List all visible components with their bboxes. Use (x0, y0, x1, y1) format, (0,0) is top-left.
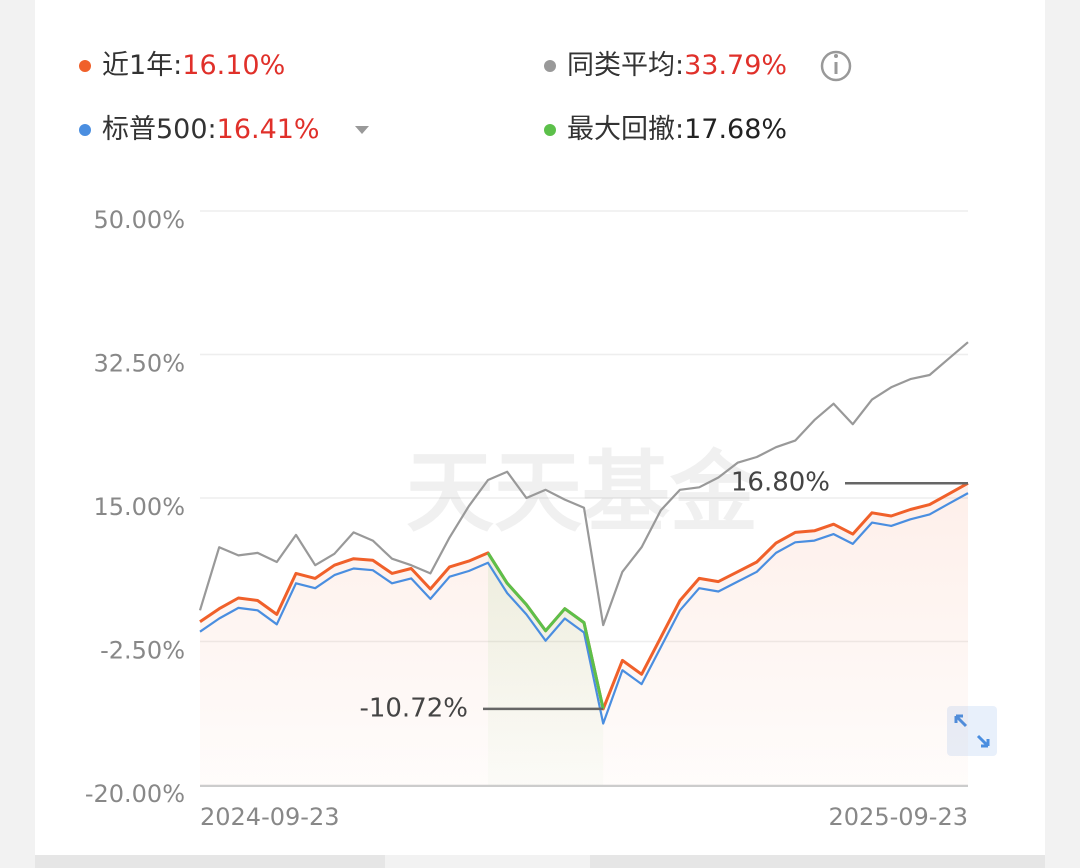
legend-name: 标普500: (102, 114, 217, 145)
legend-entry: 同类平均:33.79% (567, 50, 787, 81)
legend-dot (544, 124, 556, 136)
legend-value: 33.79% (684, 50, 787, 81)
watermark: 天天基金 (406, 440, 759, 544)
x-tick-label: 2025-09-23 (829, 803, 968, 831)
legend-dot (544, 60, 556, 72)
info-icon[interactable] (820, 50, 852, 82)
legend-entry: 最大回撤:17.68% (567, 114, 787, 145)
dropdown-arrow[interactable] (355, 126, 369, 134)
legend-dot (79, 60, 91, 72)
footer-block (590, 855, 1045, 868)
y-tick-label: 50.00% (93, 206, 185, 234)
line (486, 552, 605, 710)
legend-value: 16.10% (182, 50, 285, 81)
legend: 同类平均:33.79% 标普500:16.41% 近1年:16.10% 最大回撤:17… (79, 50, 787, 145)
footer-block (35, 855, 385, 868)
line (199, 492, 969, 725)
y-tick-label: -20.00% (85, 780, 185, 808)
x-tick-label: 2024-09-23 (200, 803, 339, 831)
legend-entry: 近1年:16.10% (102, 50, 285, 81)
annotation-label: -10.72% (359, 693, 468, 723)
y-tick-label: 32.50% (93, 350, 185, 378)
legend-name: 同类平均: (567, 50, 684, 81)
y-tick-label: -2.50% (100, 637, 185, 665)
y-tick-label: 15.00% (93, 493, 185, 521)
annotation-label: 16.80% (731, 468, 830, 498)
area (488, 552, 604, 785)
line (198, 341, 969, 627)
legend-name: 最大回撤: (567, 114, 684, 145)
legend-entry: 标普500:16.41% (102, 114, 320, 145)
legend-value: 17.68% (684, 114, 787, 145)
legend-dot (79, 124, 91, 136)
legend-value: 16.41% (217, 114, 320, 145)
legend-name: 近1年: (102, 50, 182, 81)
